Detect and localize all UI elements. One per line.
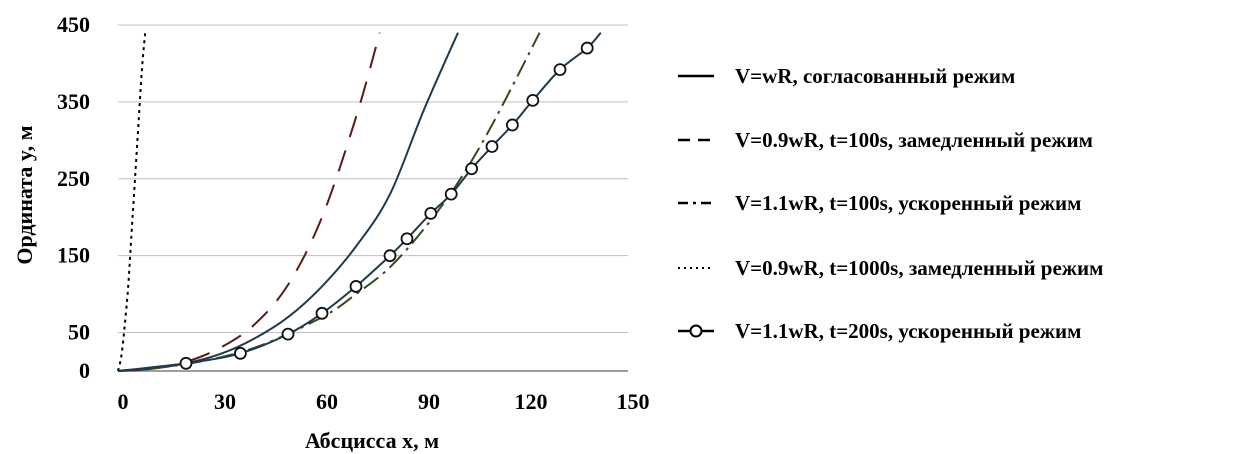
series-5-marker-11	[485, 140, 499, 153]
series-5-marker-4	[315, 306, 329, 320]
series-5-marker-10	[465, 162, 479, 176]
legend-label-1: V=wR, согласованный режим	[735, 64, 1015, 88]
series-line-4	[117, 32, 147, 372]
series-5-marker-1	[179, 356, 193, 370]
y-axis-title: Ордината y, м	[12, 125, 37, 264]
series-5-marker-3	[281, 327, 295, 341]
series-line-2	[117, 32, 381, 372]
legend-label-5: V=1.1wR, t=200s, ускоренный режим	[735, 319, 1081, 343]
legend-label-2: V=0.9wR, t=100s, замедленный режим	[735, 128, 1093, 152]
x-axis-title: Абсцисса x, м	[305, 428, 439, 453]
series-5-marker-6	[383, 249, 397, 263]
x-tick-label-0: 0	[118, 389, 129, 414]
y-tick-label-50: 50	[68, 320, 90, 345]
y-tick-label-450: 450	[57, 12, 90, 37]
x-tick-label-30: 30	[214, 389, 236, 414]
y-tick-label-0: 0	[79, 358, 90, 383]
tick-labels: 0 50 150 250 350 450 0 30 60 90 120 150	[57, 12, 650, 414]
series-5-marker-13	[526, 93, 540, 107]
series-5-marker-14	[553, 63, 567, 76]
series-line-5	[117, 32, 602, 372]
series-5-marker-15	[580, 41, 594, 55]
x-tick-label-90: 90	[418, 389, 440, 414]
y-tick-label-350: 350	[57, 89, 90, 114]
series-5-marker-9	[444, 187, 458, 201]
x-tick-label-150: 150	[617, 389, 650, 414]
series-5-marker-2	[233, 346, 247, 360]
legend-marker-5	[689, 324, 703, 338]
series-5-marker-7	[400, 232, 414, 246]
legend: V=wR, согласованный режим V=0.9wR, t=100s…	[678, 64, 1103, 343]
series-5-marker-12	[506, 118, 519, 132]
legend-label-3: V=1.1wR, t=100s, ускоренный режим	[735, 191, 1081, 215]
series-layer	[117, 32, 602, 372]
legend-label-4: V=0.9wR, t=1000s, замедленный режим	[735, 256, 1103, 280]
y-tick-label-250: 250	[57, 166, 90, 191]
x-tick-label-60: 60	[316, 389, 338, 414]
grid-lines	[118, 24, 628, 334]
series-5-marker-5	[349, 280, 363, 293]
series-line-1	[117, 32, 459, 372]
x-tick-label-120: 120	[515, 389, 548, 414]
series-5-marker-8	[424, 206, 438, 220]
y-tick-label-150: 150	[57, 243, 90, 268]
